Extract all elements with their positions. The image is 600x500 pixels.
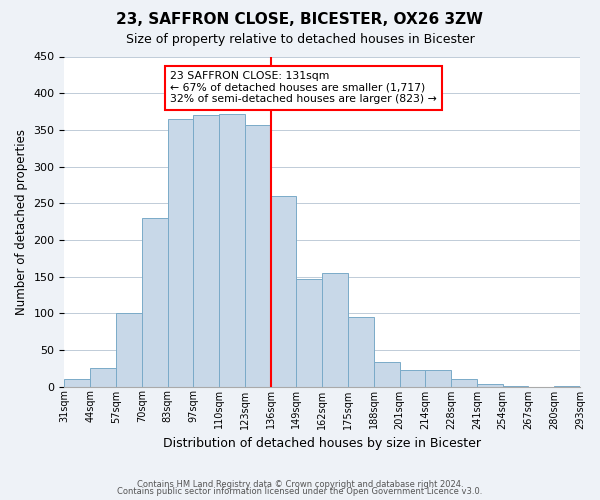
Bar [477, 384, 503, 386]
Bar [142, 218, 167, 386]
Bar [64, 379, 90, 386]
Text: 23 SAFFRON CLOSE: 131sqm
← 67% of detached houses are smaller (1,717)
32% of sem: 23 SAFFRON CLOSE: 131sqm ← 67% of detach… [170, 71, 437, 104]
Bar [322, 273, 348, 386]
Bar [296, 278, 322, 386]
Text: Contains HM Land Registry data © Crown copyright and database right 2024.: Contains HM Land Registry data © Crown c… [137, 480, 463, 489]
Bar [374, 362, 400, 386]
Bar [348, 317, 374, 386]
Text: Size of property relative to detached houses in Bicester: Size of property relative to detached ho… [125, 32, 475, 46]
Bar [400, 370, 425, 386]
X-axis label: Distribution of detached houses by size in Bicester: Distribution of detached houses by size … [163, 437, 481, 450]
Bar [193, 115, 219, 386]
Text: 23, SAFFRON CLOSE, BICESTER, OX26 3ZW: 23, SAFFRON CLOSE, BICESTER, OX26 3ZW [116, 12, 484, 28]
Bar [451, 379, 477, 386]
Bar [167, 119, 193, 386]
Bar [116, 313, 142, 386]
Bar [90, 368, 116, 386]
Bar [245, 124, 271, 386]
Bar [271, 196, 296, 386]
Bar [425, 370, 451, 386]
Bar [219, 114, 245, 386]
Y-axis label: Number of detached properties: Number of detached properties [15, 128, 28, 314]
Text: Contains public sector information licensed under the Open Government Licence v3: Contains public sector information licen… [118, 487, 482, 496]
